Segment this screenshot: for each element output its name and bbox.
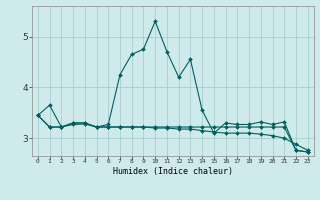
X-axis label: Humidex (Indice chaleur): Humidex (Indice chaleur) — [113, 167, 233, 176]
